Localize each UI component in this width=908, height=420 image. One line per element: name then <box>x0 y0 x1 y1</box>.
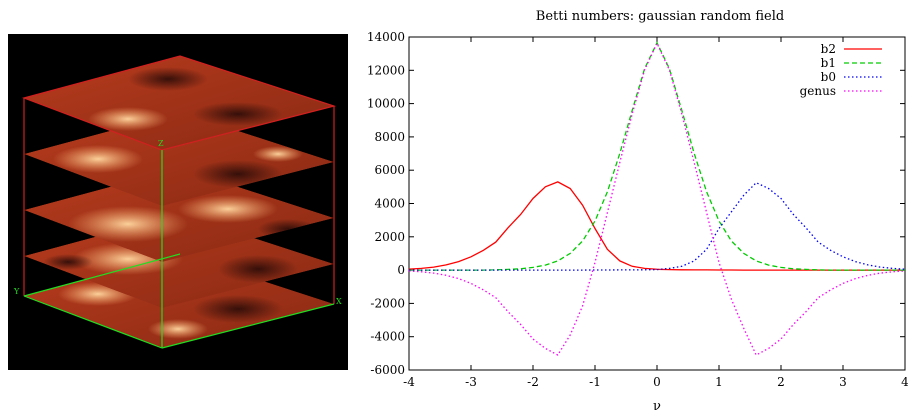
legend-label-b2: b2 <box>821 42 836 56</box>
x-tick-label: -3 <box>465 375 477 389</box>
isosurface-slices-view: Y X Z <box>8 34 348 370</box>
x-tick-label: -4 <box>403 375 415 389</box>
y-tick-label: 6000 <box>374 163 405 177</box>
legend-label-b1: b1 <box>821 56 836 70</box>
y-tick-label: 12000 <box>367 63 405 77</box>
slices-svg: Y X Z <box>13 55 342 349</box>
legend-label-b0: b0 <box>821 70 836 84</box>
x-tick-label: 4 <box>901 375 908 389</box>
x-tick-label: -2 <box>527 375 539 389</box>
legend-label-genus: genus <box>800 84 836 98</box>
y-tick-label: 0 <box>397 263 405 277</box>
y-tick-label: -4000 <box>370 330 405 344</box>
y-tick-label: 4000 <box>374 197 405 211</box>
slice-3 <box>24 168 334 262</box>
bounding-box-front <box>22 55 337 304</box>
x-axis-label: ν <box>653 399 661 414</box>
series-line-b0 <box>409 181 906 271</box>
x-tick-label: -1 <box>589 375 601 389</box>
axis-ticks: -4 -3 -2 -1 0 1 2 3 4 -6000 -4000 -2000 0 2000 4000 600… <box>367 30 908 389</box>
axis-label-z: Z <box>158 139 164 148</box>
y-tick-label: 8000 <box>374 130 405 144</box>
x-tick-label: 2 <box>777 375 785 389</box>
series-lines <box>408 41 906 356</box>
axis-label-x: X <box>336 297 342 306</box>
x-tick-label: 0 <box>653 375 661 389</box>
betti-chart: Betti numbers: gaussian random field -4-… <box>352 0 908 416</box>
y-tick-label: -6000 <box>370 363 405 377</box>
series-line-b2 <box>408 181 905 271</box>
series-line-genus <box>408 41 906 356</box>
chart-title: Betti numbers: gaussian random field <box>536 9 784 24</box>
axis-label-y: Y <box>13 287 20 296</box>
y-tick-label: 2000 <box>374 230 405 244</box>
y-tick-label: -2000 <box>370 296 405 310</box>
y-tick-label: 14000 <box>367 30 405 44</box>
x-tick-label: 1 <box>715 375 723 389</box>
slice-1 <box>24 56 334 150</box>
x-tick-label: 3 <box>839 375 847 389</box>
series-line-b1 <box>409 41 905 271</box>
axis-lines <box>23 150 335 349</box>
y-tick-label: 10000 <box>367 97 405 111</box>
chart-svg: Betti numbers: gaussian random field -4-… <box>367 9 908 414</box>
